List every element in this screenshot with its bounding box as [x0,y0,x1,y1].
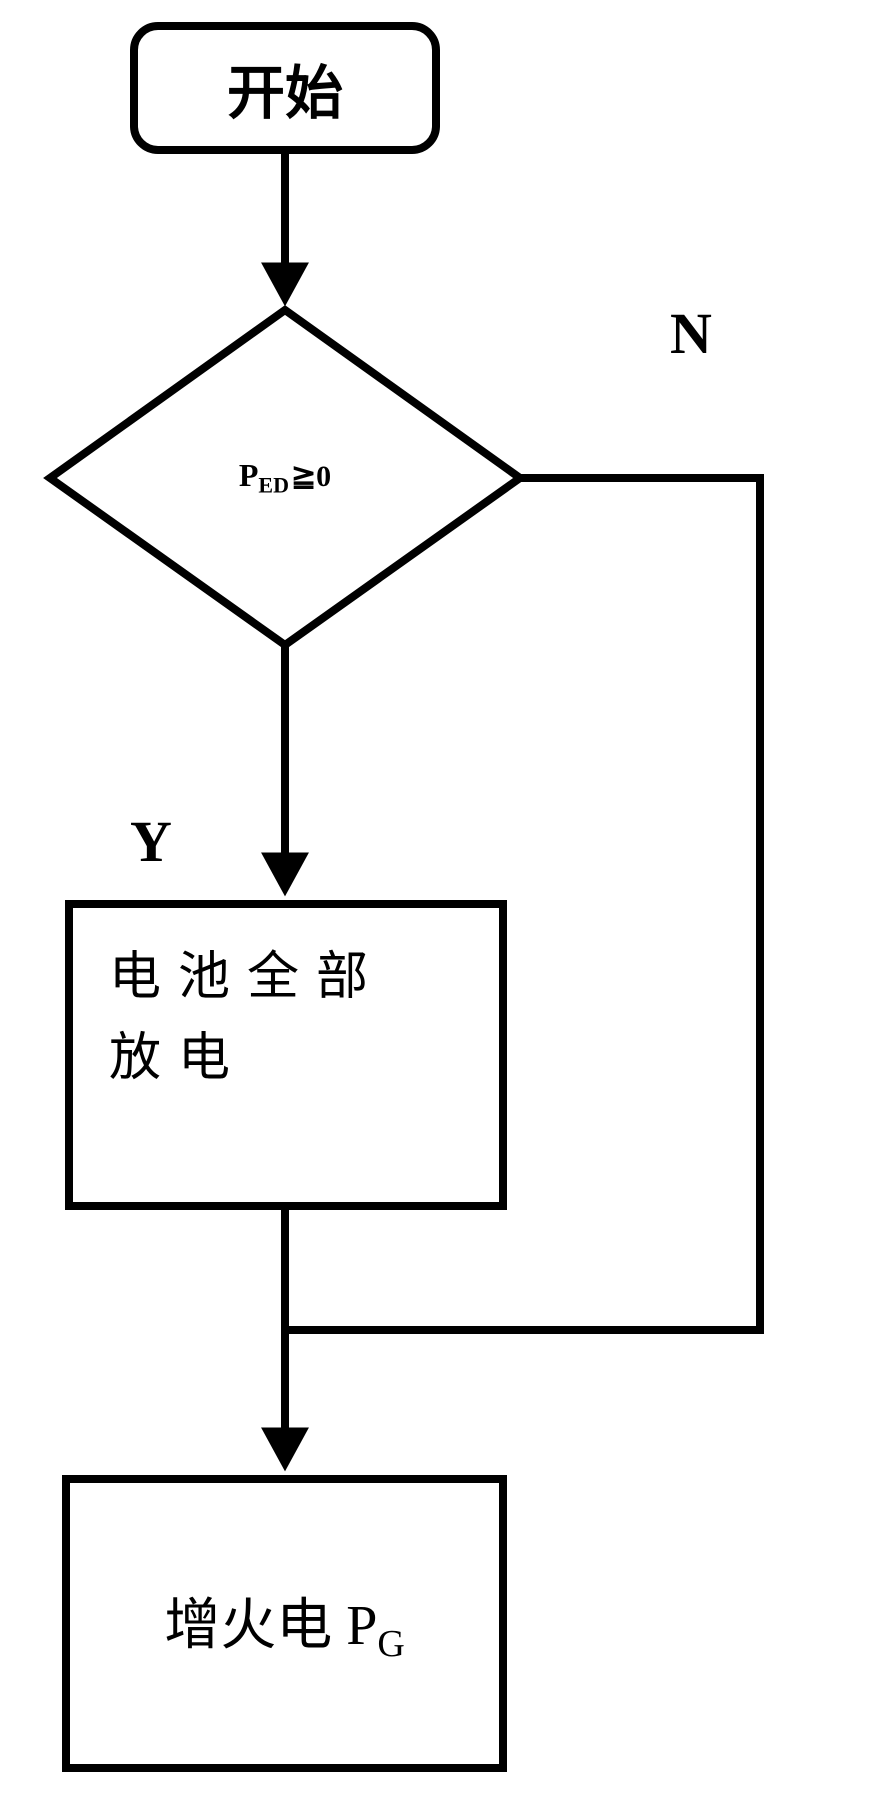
discharge-text: 电 池 全 部 放 电 [109,938,370,1099]
start-label: 开始 [227,46,343,130]
yes-label: Y [130,808,172,875]
decision-condition: PED≧0 [239,457,331,499]
increase-node: 增火电 PG [62,1475,507,1772]
increase-text: 增火电 PG [164,1580,405,1666]
discharge-node: 电 池 全 部 放 电 [65,900,507,1210]
start-node: 开始 [130,22,440,154]
no-label: N [670,300,712,367]
decision-text: PED≧0 [50,310,520,645]
